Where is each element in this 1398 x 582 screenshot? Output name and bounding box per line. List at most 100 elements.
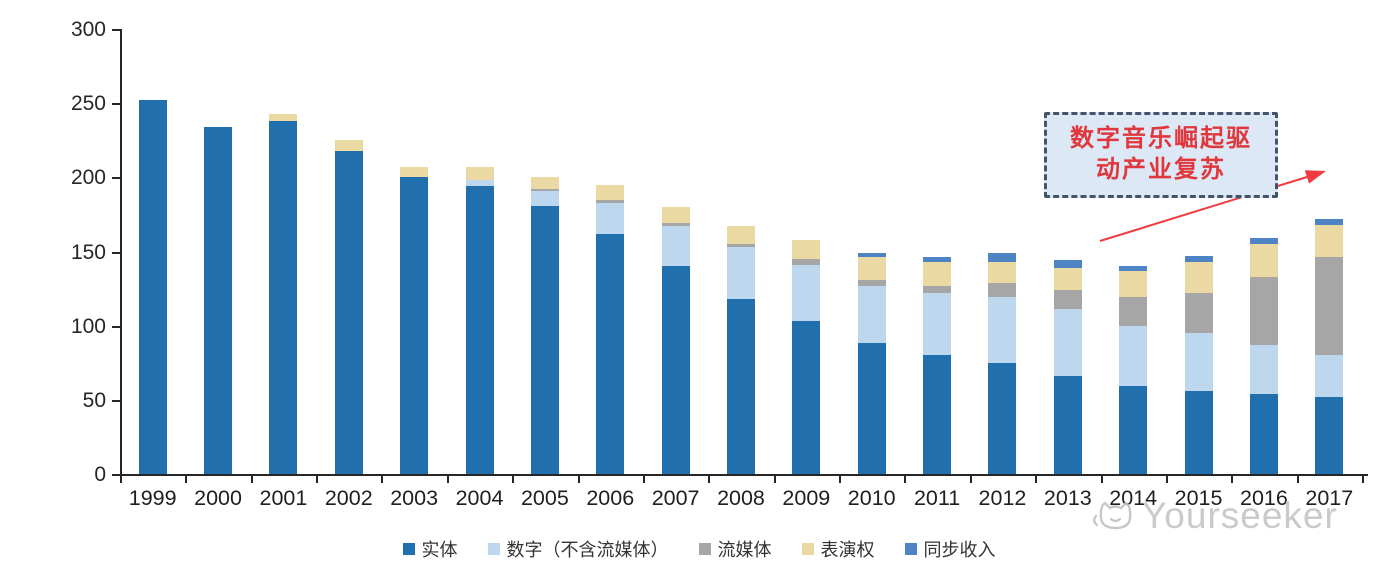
chart-legend: 实体 数字（不含流媒体） 流媒体 表演权 同步收入 bbox=[0, 536, 1398, 562]
bar-segment-performance-rights-2017 bbox=[1315, 224, 1344, 258]
bar-segment-physical-2000 bbox=[204, 126, 233, 474]
bar-segment-performance-rights-2008 bbox=[727, 226, 755, 245]
bar-segment-streaming-2015 bbox=[1184, 293, 1213, 334]
x-tick bbox=[642, 476, 645, 483]
bar-segment-streaming-2016 bbox=[1249, 276, 1278, 345]
x-axis-label-2012: 2012 bbox=[978, 486, 1027, 510]
bar-segment-physical-2011 bbox=[923, 355, 952, 474]
x-tick bbox=[577, 476, 580, 483]
x-tick bbox=[708, 476, 711, 483]
bar-segment-streaming-2009 bbox=[792, 258, 821, 265]
bar-segment-physical-2017 bbox=[1315, 396, 1344, 474]
bar-segment-physical-2014 bbox=[1119, 386, 1148, 474]
x-axis-label-2000: 2000 bbox=[194, 486, 242, 510]
y-axis-label: 50 bbox=[82, 388, 106, 412]
annotation-text-line2: 动产业复苏 bbox=[1096, 157, 1226, 183]
bar-segment-performance-rights-2013 bbox=[1053, 267, 1082, 291]
y-axis-label: 100 bbox=[70, 314, 106, 338]
x-tick bbox=[1100, 476, 1103, 483]
bar-segment-performance-rights-2014 bbox=[1119, 270, 1148, 298]
bar-segment-physical-2009 bbox=[792, 321, 821, 474]
y-tick bbox=[112, 251, 120, 254]
x-tick bbox=[1362, 476, 1364, 483]
bar-segment-digital-ex-streaming-2006 bbox=[596, 202, 625, 234]
bar-segment-physical-2001 bbox=[269, 120, 298, 474]
x-axis-label-2016: 2016 bbox=[1240, 486, 1288, 510]
bar-segment-physical-2005 bbox=[530, 205, 559, 474]
bar-segment-streaming-2012 bbox=[988, 282, 1017, 298]
bar-segment-digital-ex-streaming-2012 bbox=[988, 297, 1017, 363]
bar-segment-streaming-2013 bbox=[1053, 290, 1082, 310]
legend-item-sync-revenue: 同步收入 bbox=[904, 536, 996, 562]
bar-segment-performance-rights-2005 bbox=[530, 177, 559, 190]
legend-label-sync-revenue: 同步收入 bbox=[923, 540, 996, 560]
bar-segment-physical-2012 bbox=[988, 362, 1017, 474]
bar-segment-digital-ex-streaming-2016 bbox=[1249, 344, 1278, 394]
bar-segment-digital-ex-streaming-2014 bbox=[1119, 325, 1148, 387]
bar-segment-digital-ex-streaming-2013 bbox=[1053, 309, 1082, 377]
bar-segment-streaming-2010 bbox=[857, 279, 886, 286]
bar-segment-performance-rights-2004 bbox=[465, 166, 494, 181]
legend-item-performance-rights: 表演权 bbox=[801, 536, 875, 562]
bar-segment-sync-revenue-2017 bbox=[1315, 218, 1344, 225]
bar-segment-physical-2008 bbox=[727, 298, 755, 474]
bar-segment-streaming-2007 bbox=[661, 223, 690, 227]
bar-segment-performance-rights-2016 bbox=[1249, 244, 1278, 277]
x-tick bbox=[1231, 476, 1234, 483]
bar-segment-digital-ex-streaming-2008 bbox=[727, 247, 755, 299]
bar-segment-performance-rights-2007 bbox=[661, 207, 690, 224]
bar-segment-digital-ex-streaming-2004 bbox=[465, 180, 494, 187]
legend-swatch-performance-rights bbox=[801, 543, 814, 555]
bar-segment-streaming-2017 bbox=[1315, 257, 1344, 356]
bar-segment-physical-2003 bbox=[400, 177, 429, 474]
bar-segment-digital-ex-streaming-2010 bbox=[857, 285, 886, 344]
bar-segment-digital-ex-streaming-2015 bbox=[1184, 333, 1213, 391]
bar-segment-physical-2013 bbox=[1053, 376, 1082, 474]
bar-segment-sync-revenue-2013 bbox=[1053, 260, 1082, 268]
legend-swatch-streaming bbox=[698, 543, 711, 555]
bar-segment-sync-revenue-2015 bbox=[1184, 255, 1213, 262]
x-axis-label-2015: 2015 bbox=[1174, 486, 1223, 510]
bar-segment-physical-2004 bbox=[465, 186, 494, 474]
annotation-text-line1: 数字音乐崛起驱 bbox=[1070, 126, 1252, 152]
y-axis-label: 300 bbox=[70, 18, 106, 41]
legend-item-physical: 实体 bbox=[402, 536, 458, 562]
y-axis-label: 250 bbox=[70, 92, 106, 116]
bar-segment-streaming-2011 bbox=[923, 285, 952, 294]
bar-segment-performance-rights-2015 bbox=[1184, 261, 1213, 294]
bar-segment-sync-revenue-2016 bbox=[1249, 238, 1278, 245]
x-axis-label-2006: 2006 bbox=[586, 486, 635, 510]
bar-segment-physical-2010 bbox=[857, 343, 886, 474]
x-axis-label-2001: 2001 bbox=[259, 486, 308, 510]
x-axis-label-2009: 2009 bbox=[782, 486, 831, 510]
legend-label-streaming: 流媒体 bbox=[717, 540, 772, 560]
y-axis bbox=[120, 29, 122, 476]
bar-segment-physical-2002 bbox=[334, 150, 363, 474]
x-tick bbox=[839, 476, 842, 483]
bar-segment-performance-rights-2012 bbox=[988, 261, 1017, 283]
bar-segment-streaming-2008 bbox=[727, 244, 755, 248]
x-tick bbox=[446, 476, 449, 483]
legend-swatch-sync-revenue bbox=[904, 543, 917, 555]
bar-segment-performance-rights-2006 bbox=[596, 184, 625, 200]
legend-swatch-digital-ex-streaming bbox=[487, 543, 500, 555]
x-axis-label-2010: 2010 bbox=[847, 486, 896, 510]
bar-segment-physical-1999 bbox=[138, 100, 167, 474]
bar-segment-digital-ex-streaming-2011 bbox=[923, 293, 952, 356]
x-tick bbox=[969, 476, 972, 483]
y-tick bbox=[112, 177, 120, 180]
x-axis-label-2011: 2011 bbox=[913, 486, 961, 510]
x-tick bbox=[1165, 476, 1168, 483]
y-tick bbox=[112, 103, 120, 106]
bar-segment-sync-revenue-2011 bbox=[923, 257, 952, 262]
x-axis-label-2005: 2005 bbox=[520, 486, 569, 510]
y-axis-label: 200 bbox=[70, 166, 106, 190]
x-axis-label-2017: 2017 bbox=[1305, 486, 1354, 510]
x-tick bbox=[512, 476, 515, 483]
y-tick bbox=[112, 325, 120, 328]
bar-segment-digital-ex-streaming-2009 bbox=[792, 264, 821, 322]
bar-segment-streaming-2014 bbox=[1119, 297, 1148, 326]
x-tick bbox=[1296, 476, 1299, 483]
bar-segment-streaming-2006 bbox=[596, 199, 625, 203]
x-tick bbox=[185, 476, 188, 483]
